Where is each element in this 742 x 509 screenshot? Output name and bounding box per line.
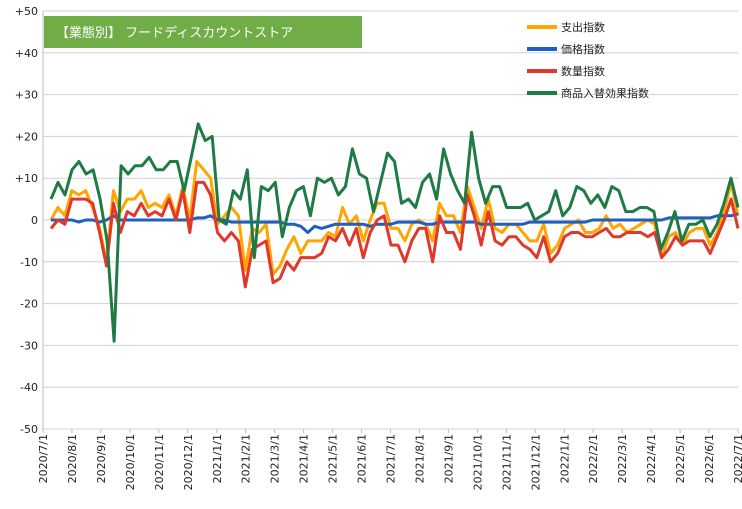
x-tick-label: 2021/3/1	[269, 434, 282, 483]
x-tick-label: 2021/9/1	[442, 434, 455, 483]
x-tick-label: 2021/8/1	[413, 434, 426, 483]
x-tick-label: 2022/6/1	[703, 434, 716, 483]
x-tick-label: 2021/12/1	[529, 434, 542, 490]
y-tick-label: +20	[15, 130, 38, 143]
x-tick-label: 2021/2/1	[240, 434, 253, 483]
series-line	[49, 122, 740, 343]
chart-title: 【業態別】 フードディスカウントストア	[44, 16, 362, 48]
x-tick-label: 2021/6/1	[356, 434, 369, 483]
y-tick-label: -10	[20, 256, 38, 269]
series-line	[49, 160, 740, 276]
x-tick-label: 2022/1/1	[558, 434, 571, 483]
y-tick-label: -40	[20, 381, 38, 394]
y-tick-label: +50	[15, 5, 38, 18]
x-tick-label: 2020/11/1	[153, 434, 166, 490]
y-axis-ticks: +50 +40 +30 +20 +10 0 -10 -20 -30 -40 -50	[15, 5, 38, 436]
series-line	[51, 212, 739, 234]
x-tick-label: 2022/2/1	[587, 434, 600, 483]
x-tick-label: 2021/7/1	[385, 434, 398, 483]
y-tick-label: +10	[15, 172, 38, 185]
x-tick-label: 2022/4/1	[645, 434, 658, 483]
y-tick-label: +30	[15, 89, 38, 102]
x-tick-label: 2021/10/1	[471, 434, 484, 490]
x-tick-label: 2022/3/1	[616, 434, 629, 483]
x-tick-label: 2021/11/1	[500, 434, 513, 490]
x-tick-label: 2020/8/1	[66, 434, 79, 483]
x-tick-label: 2021/1/1	[211, 434, 224, 483]
legend-label: 数量指数	[561, 64, 605, 78]
legend-label: 商品入替効果指数	[561, 86, 649, 100]
y-tick-label: -50	[20, 423, 38, 436]
x-tick-label: 2022/5/1	[674, 434, 687, 483]
legend-label: 価格指数	[561, 42, 605, 56]
series-line	[49, 180, 740, 289]
x-tick-label: 2022/7/1	[732, 434, 742, 483]
x-tick-label: 2020/7/1	[37, 434, 50, 483]
x-tick-label: 2021/5/1	[327, 434, 340, 483]
x-tick-label: 2020/12/1	[182, 434, 195, 490]
y-tick-label: +40	[15, 47, 38, 60]
y-tick-label: -20	[20, 298, 38, 311]
chart-title-background	[44, 16, 362, 48]
x-tick-label: 2021/4/1	[298, 434, 311, 483]
chart-title-text: 【業態別】 フードディスカウントストア	[56, 25, 293, 41]
series-lines	[49, 122, 740, 343]
legend-label: 支出指数	[561, 20, 605, 34]
y-tick-label: 0	[31, 214, 38, 227]
x-axis-ticks: 2020/7/1 2020/8/1 2020/9/1 2020/10/1 2020/11…	[37, 429, 742, 490]
x-tick-label: 2020/9/1	[95, 434, 108, 483]
y-tick-label: -30	[20, 339, 38, 352]
x-tick-label: 2020/10/1	[124, 434, 137, 490]
